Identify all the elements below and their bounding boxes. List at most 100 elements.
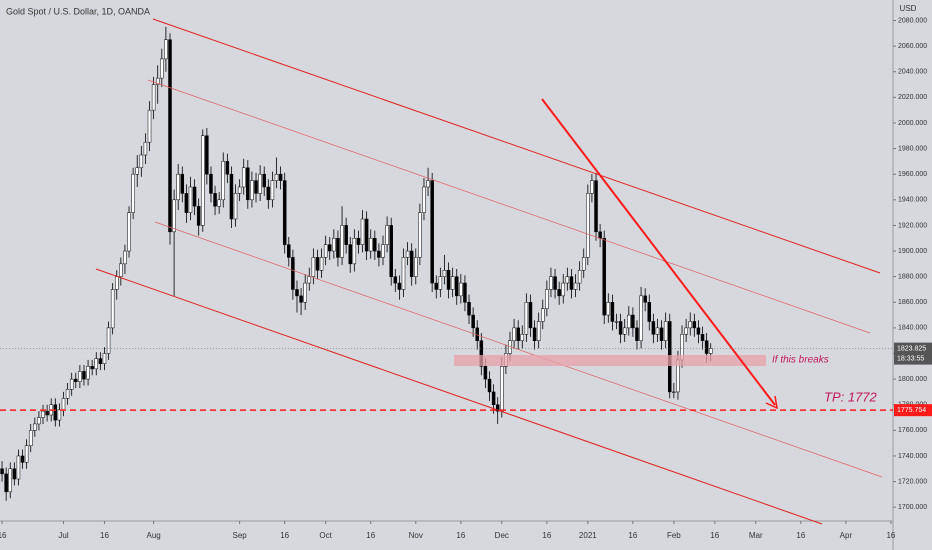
candle-body — [270, 180, 275, 201]
candle-body — [12, 468, 17, 480]
candle-body — [229, 173, 234, 220]
trend-line — [541, 98, 776, 406]
candle-body — [467, 302, 471, 316]
candle-body — [82, 371, 86, 380]
candle-body — [143, 141, 148, 156]
candle-body — [336, 237, 340, 258]
candle-body — [577, 269, 582, 284]
candle-body — [364, 218, 369, 252]
candle-body — [192, 186, 197, 207]
candle-body — [319, 257, 324, 271]
y-tick-label: 1960.000 — [898, 171, 927, 178]
candle-body — [450, 276, 455, 290]
x-tick-label: Oct — [319, 531, 332, 540]
candle-body — [160, 58, 164, 79]
channel-mid-lower — [154, 221, 883, 478]
candle-body — [196, 205, 201, 226]
y-tick-label: 1840.000 — [898, 325, 927, 332]
candle-body — [700, 334, 705, 341]
candle-body — [78, 371, 82, 382]
candle-body — [74, 378, 78, 382]
candle-body — [569, 276, 574, 290]
y-tick-label: 1860.000 — [898, 299, 927, 306]
candle-body — [528, 302, 533, 329]
level-tag — [894, 404, 932, 417]
candle-body — [299, 295, 303, 303]
candle-body — [704, 340, 709, 354]
candle-body — [614, 321, 619, 323]
candle-body — [151, 84, 156, 111]
countdown-label: 18:33:55 — [897, 355, 924, 362]
candle-body — [393, 276, 398, 284]
candle-body — [291, 257, 295, 290]
candle-body — [573, 282, 578, 290]
candle-body — [590, 180, 594, 194]
currency: USD — [900, 4, 917, 13]
candle-body — [348, 244, 352, 265]
x-tick-label: 16 — [456, 531, 465, 540]
y-tick-label: 1800.000 — [898, 376, 927, 383]
candle-body — [397, 282, 402, 290]
candle-body — [360, 218, 365, 245]
candle-body — [565, 276, 570, 284]
candle-body — [282, 180, 287, 245]
candle-body — [651, 321, 656, 335]
candle-body — [418, 212, 422, 258]
candle-body — [598, 231, 602, 239]
candle-body — [434, 282, 439, 290]
candle-body — [557, 289, 561, 297]
candle-body — [307, 276, 312, 284]
candle-body — [94, 358, 99, 370]
candle-body — [323, 244, 328, 258]
candle-body — [184, 193, 189, 213]
candle-body — [389, 225, 393, 277]
candle-body — [246, 167, 250, 201]
candle-body — [602, 237, 606, 316]
candle-body — [254, 180, 258, 194]
candle-body — [20, 455, 25, 463]
chart-title: Gold Spot / U.S. Dollar, 1D, OANDA — [6, 6, 150, 16]
x-tick-label: 2021 — [579, 531, 597, 540]
candle-body — [532, 327, 537, 341]
x-tick-label: 16 — [542, 531, 551, 540]
candle-body — [500, 366, 504, 412]
y-tick-label: 1720.000 — [898, 478, 927, 485]
candle-body — [205, 135, 209, 175]
y-tick-label: 1700.000 — [898, 504, 927, 511]
candle-body — [516, 327, 520, 341]
candle-body — [119, 263, 123, 277]
candle-body — [225, 161, 230, 175]
candle-body — [180, 173, 185, 194]
target-label: TP: 1772 — [824, 389, 878, 404]
candle-body — [168, 39, 172, 233]
candle-body — [586, 193, 590, 258]
candle-body — [110, 289, 115, 329]
zone-label: If this breaks — [772, 355, 829, 366]
candle-body — [684, 327, 688, 335]
candle-body — [278, 173, 283, 181]
candle-body — [549, 276, 553, 290]
x-tick-label: Mar — [749, 531, 763, 540]
y-tick-label: 2000.000 — [898, 120, 927, 127]
candle-body — [287, 244, 291, 258]
candle-body — [520, 334, 525, 341]
arrow-head — [765, 395, 778, 410]
candle-body — [311, 257, 316, 277]
candle-body — [524, 302, 529, 335]
candle-body — [37, 417, 41, 425]
level-label: 1775.754 — [897, 407, 926, 414]
candle-body — [471, 314, 475, 329]
candle-body — [414, 257, 418, 277]
candle-body — [385, 225, 389, 245]
candle-body — [147, 109, 152, 143]
candle-body — [377, 250, 381, 258]
candle-body — [541, 308, 545, 322]
candle-body — [102, 353, 107, 364]
candle-body — [635, 327, 639, 341]
candle-body — [131, 173, 135, 213]
candle-body — [438, 276, 443, 290]
y-tick-label: 1880.000 — [898, 273, 927, 280]
candle-body — [422, 186, 426, 213]
y-tick-label: 1900.000 — [898, 248, 927, 255]
